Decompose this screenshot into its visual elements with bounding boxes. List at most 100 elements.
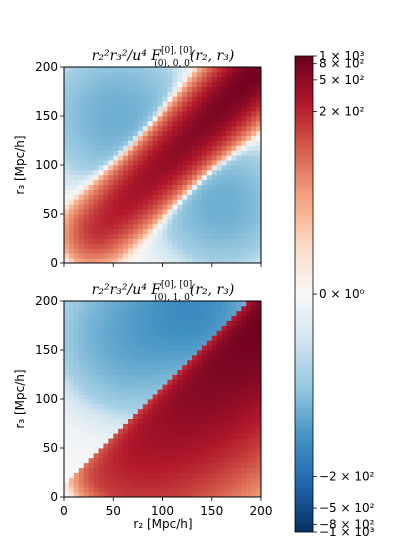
heatmap-cell <box>251 438 257 444</box>
heatmap-cell <box>103 457 109 464</box>
heatmap-cell <box>103 189 109 195</box>
heatmap-cell <box>157 140 163 146</box>
heatmap-cell <box>118 443 124 449</box>
heatmap-cell <box>103 433 109 439</box>
heatmap-cell <box>196 209 203 215</box>
heatmap-cell <box>73 350 80 356</box>
heatmap-cell <box>128 369 134 375</box>
heatmap-cell <box>113 305 119 312</box>
heatmap-cell <box>98 330 104 336</box>
heatmap-cell <box>137 253 144 259</box>
heatmap-cell <box>78 140 85 146</box>
heatmap-cell <box>103 86 109 92</box>
heatmap-cell <box>162 155 168 161</box>
heatmap-cell <box>108 155 114 161</box>
heatmap-cell <box>246 111 252 117</box>
heatmap-cell <box>187 125 193 132</box>
heatmap-cell <box>251 248 257 254</box>
heatmap-cell <box>68 223 75 230</box>
heatmap-cell <box>64 482 70 488</box>
heatmap-cell <box>142 111 149 117</box>
heatmap-cell <box>172 448 178 454</box>
heatmap-cell <box>182 443 188 449</box>
heatmap-cell <box>196 101 203 107</box>
heatmap-cell <box>118 364 124 370</box>
heatmap-cell <box>221 111 227 117</box>
heatmap-cell <box>73 86 80 92</box>
heatmap-cell <box>162 301 168 307</box>
heatmap-cell <box>142 443 149 449</box>
heatmap-cell <box>128 433 134 439</box>
heatmap-cell <box>98 472 104 478</box>
heatmap-cell <box>123 301 129 307</box>
heatmap-cell <box>241 228 247 234</box>
heatmap-cell <box>128 223 134 230</box>
heatmap-cell <box>177 340 183 346</box>
heatmap-cell <box>221 330 227 336</box>
heatmap-cell <box>201 369 208 375</box>
heatmap-cell <box>137 218 144 225</box>
heatmap-cell <box>251 91 257 97</box>
heatmap-cell <box>113 91 119 97</box>
heatmap-cell <box>251 194 257 200</box>
heatmap-cell <box>88 482 94 488</box>
heatmap-cell <box>157 325 163 331</box>
heatmap-cell <box>132 359 139 366</box>
heatmap-cell <box>246 305 252 312</box>
heatmap-cell <box>88 238 94 244</box>
heatmap-cell <box>187 204 193 210</box>
ytick-label: 0 <box>50 256 58 270</box>
heatmap-cell <box>108 71 114 78</box>
heatmap-cell <box>172 214 178 220</box>
heatmap-cell <box>147 155 154 161</box>
heatmap-cell <box>123 364 129 370</box>
heatmap-cell <box>147 199 154 205</box>
heatmap-cell <box>172 199 178 205</box>
heatmap-cell <box>182 457 188 464</box>
heatmap-cell <box>64 354 70 361</box>
heatmap-cell <box>226 184 232 190</box>
heatmap-cell <box>152 106 158 112</box>
heatmap-cell <box>123 462 129 468</box>
heatmap-cell <box>226 218 232 225</box>
heatmap-cell <box>167 487 173 493</box>
heatmap-cell <box>113 184 119 190</box>
heatmap-cell <box>182 91 188 97</box>
heatmap-cell <box>123 189 129 195</box>
heatmap-cell <box>98 189 104 195</box>
panel-top-title-sub: (0), 0, 0 <box>154 58 190 69</box>
heatmap-cell <box>137 467 144 473</box>
heatmap-cell <box>98 67 104 73</box>
heatmap-cell <box>142 71 149 78</box>
heatmap-cell <box>231 399 237 405</box>
heatmap-cell <box>167 101 173 107</box>
heatmap-cell <box>167 482 173 488</box>
heatmap-cell <box>98 452 104 459</box>
heatmap-cell <box>83 467 90 473</box>
heatmap-cell <box>123 477 129 483</box>
heatmap-cell <box>147 160 154 166</box>
heatmap-cell <box>157 443 163 449</box>
heatmap-cell <box>241 443 247 449</box>
heatmap-cell <box>231 111 237 117</box>
heatmap-cell <box>73 140 80 146</box>
heatmap-cell <box>201 310 208 317</box>
heatmap-cell <box>172 433 178 439</box>
heatmap-cell <box>211 111 218 117</box>
heatmap-cell <box>231 116 237 122</box>
heatmap-cell <box>78 340 85 346</box>
colorbar-tick-label-1: 8 × 10² <box>319 57 365 71</box>
heatmap-cell <box>78 96 85 102</box>
heatmap-cell <box>132 174 139 181</box>
heatmap-cell <box>118 423 124 429</box>
heatmap-cell <box>157 408 163 415</box>
heatmap-cell <box>236 150 242 156</box>
heatmap-cell <box>236 81 242 87</box>
heatmap-cell <box>88 443 94 449</box>
heatmap-cell <box>64 209 70 215</box>
heatmap-cell <box>132 301 139 307</box>
heatmap-cell <box>137 165 144 171</box>
heatmap-cell <box>108 374 114 380</box>
heatmap-cell <box>182 408 188 415</box>
